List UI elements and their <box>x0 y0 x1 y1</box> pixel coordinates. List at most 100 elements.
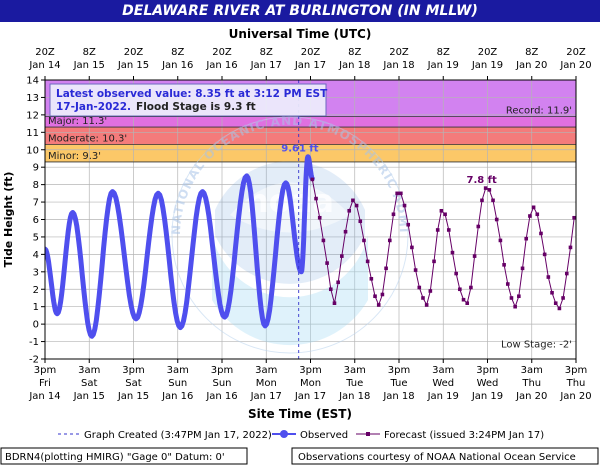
bottom-tick-time: 3am <box>255 365 277 376</box>
forecast-point <box>513 304 517 309</box>
forecast-point <box>480 198 484 203</box>
y-tick-label: 2 <box>33 285 39 296</box>
forecast-point <box>435 228 440 232</box>
forecast-point <box>502 263 506 267</box>
forecast-point <box>531 205 536 210</box>
info-box-line1: Latest observed value: 8.35 ft at 3:12 P… <box>56 88 328 100</box>
bottom-tick-day: Tue <box>345 378 363 389</box>
bottom-tick-day: Mon <box>256 378 277 389</box>
bottom-tick-day: Fri <box>39 378 51 389</box>
forecast-point <box>454 271 458 276</box>
y-axis-title: Tide Height (ft) <box>2 172 15 268</box>
bottom-tick-date: Jan 19 <box>471 391 503 402</box>
forecast-point <box>365 259 370 264</box>
top-tick-date: Jan 18 <box>338 60 370 71</box>
legend-observed-swatch-marker <box>280 430 288 438</box>
bottom-tick-date: Jan 19 <box>427 391 459 402</box>
forecast-point <box>314 196 318 201</box>
y-tick-label: 6 <box>33 215 39 226</box>
footer-right-box <box>291 447 599 465</box>
chart-title: DELAWARE RIVER AT BURLINGTON (IN MLLW) <box>0 0 600 22</box>
forecast-point <box>542 252 547 257</box>
bottom-tick-time: 3pm <box>565 365 587 376</box>
forecast-point <box>553 301 558 305</box>
bottom-tick-day: Thu <box>566 378 586 389</box>
forecast-point <box>528 214 532 218</box>
forecast-point <box>568 245 573 250</box>
forecast-point <box>572 215 576 220</box>
forecast-point <box>520 266 525 271</box>
forecast-point <box>354 203 359 208</box>
top-tick-label: 20Z <box>389 47 409 58</box>
y-tick-label: 12 <box>26 110 39 121</box>
top-tick-date: Jan 14 <box>28 60 60 71</box>
forecast-point <box>487 188 492 192</box>
bottom-tick-day: Thu <box>521 378 541 389</box>
forecast-point <box>321 238 326 243</box>
bottom-tick-date: Jan 15 <box>117 391 149 402</box>
forecast-point <box>428 289 433 293</box>
y-tick-label: 9 <box>33 163 39 174</box>
bottom-tick-date: Jan 16 <box>161 391 193 402</box>
footer-left-box <box>0 447 248 465</box>
info-box-background <box>49 83 327 117</box>
y-tick-label: -2 <box>29 355 39 366</box>
top-tick-date: Jan 20 <box>515 60 547 71</box>
forecast-point <box>498 238 503 243</box>
forecast-point <box>546 275 551 279</box>
bottom-tick-day: Sat <box>125 378 141 389</box>
forecast-point <box>391 212 396 217</box>
top-tick-label: 20Z <box>212 47 232 58</box>
stage-label-record: Record: 11.9' <box>506 106 572 117</box>
forecast-point <box>406 222 411 227</box>
bottom-tick-day: Tue <box>389 378 407 389</box>
forecast-point <box>461 297 466 302</box>
top-tick-label: 20Z <box>301 47 321 58</box>
y-tick-label: 11 <box>26 128 39 139</box>
forecast-point <box>325 261 329 265</box>
forecast-point <box>340 254 344 258</box>
y-tick-label: 0 <box>33 320 39 331</box>
top-tick-label: 20Z <box>566 47 586 58</box>
latest-observation-box: Latest observed value: 8.35 ft at 3:12 P… <box>49 83 328 117</box>
low-stage-label: Low Stage: -2' <box>501 340 572 351</box>
top-tick-label: 8Z <box>260 47 273 58</box>
forecast-point <box>399 191 403 196</box>
forecast-point <box>310 177 315 182</box>
forecast-point <box>424 303 429 307</box>
info-box-line2: 17-Jan-2022. Flood Stage is 9.3 ft <box>56 101 256 113</box>
forecast-point <box>550 290 554 295</box>
forecast-point <box>517 294 521 299</box>
top-tick-date: Jan 17 <box>294 60 326 71</box>
forecast-peak-label: 7.8 ft <box>466 175 497 186</box>
top-tick-date: Jan 16 <box>161 60 193 71</box>
forecast-point <box>376 303 381 307</box>
bottom-tick-time: 3pm <box>299 365 321 376</box>
forecast-point <box>332 301 337 305</box>
observed-series-line <box>45 154 315 339</box>
forecast-point <box>458 287 462 292</box>
forecast-point <box>432 259 436 264</box>
bottom-tick-time: 3pm <box>476 365 498 376</box>
forecast-point <box>421 296 425 300</box>
y-tick-label: 7 <box>33 198 39 209</box>
forecast-point <box>402 203 407 208</box>
forecast-point <box>362 238 366 243</box>
forecast-point <box>557 306 562 311</box>
top-tick-label: 8Z <box>171 47 184 58</box>
forecast-point <box>369 276 374 281</box>
bottom-tick-date: Jan 18 <box>338 391 370 402</box>
forecast-point <box>476 224 481 229</box>
bottom-tick-date: Jan 16 <box>205 391 237 402</box>
info-box-flood-stage: Flood Stage is 9.3 ft <box>136 101 256 113</box>
bottom-tick-date: Jan 20 <box>515 391 547 402</box>
top-tick-date: Jan 15 <box>117 60 149 71</box>
forecast-point <box>443 212 447 217</box>
top-axis-title: Universal Time (UTC) <box>229 27 372 41</box>
bottom-tick-time: 3am <box>344 365 366 376</box>
forecast-point <box>439 208 444 213</box>
bottom-axis-title: Site Time (EST) <box>248 407 352 421</box>
bottom-tick-time: 3am <box>78 365 100 376</box>
forecast-point <box>417 285 422 290</box>
